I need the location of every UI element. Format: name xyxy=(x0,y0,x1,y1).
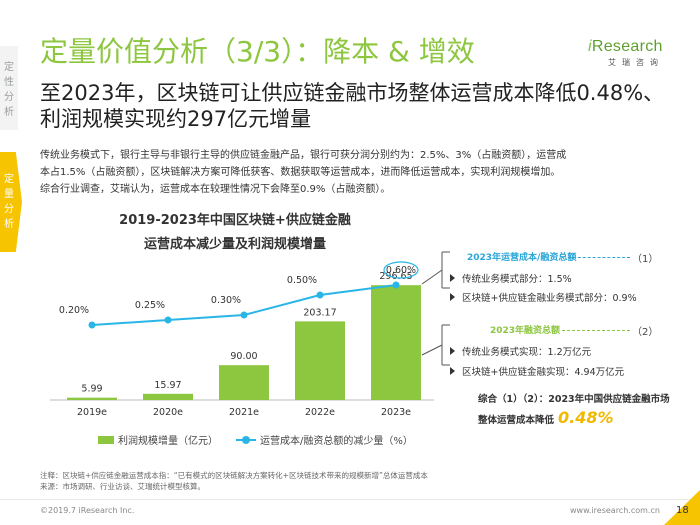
bar-label-2019e: 5.99 xyxy=(81,384,102,395)
line-label-2019e: 0.20% xyxy=(59,305,89,316)
arrow-icon xyxy=(450,367,455,375)
bar-label-2022e: 203.17 xyxy=(303,307,336,318)
line-label-2020e: 0.25% xyxy=(135,300,165,311)
legend-bar: 利润规模增量（亿元） xyxy=(98,432,218,447)
highlight-ring xyxy=(383,261,419,279)
section2-item-1: 传统业务模式实现：1.2万亿元 xyxy=(450,344,591,358)
bar-2023e xyxy=(371,285,421,400)
copyright: ©2019.7 iResearch Inc. xyxy=(40,506,135,515)
bar-2021e xyxy=(219,365,269,400)
arrow-icon xyxy=(450,347,455,355)
x-tick-2020e: 2020e xyxy=(153,407,183,418)
iresearch-logo: iResearch 艾瑞咨询 xyxy=(588,38,664,67)
x-tick-2022e: 2022e xyxy=(305,407,335,418)
arrow-icon xyxy=(450,293,455,301)
tab-quantitative-label: 定量分析 xyxy=(4,174,14,230)
bar-label-2023e: 296.65 xyxy=(379,271,412,282)
section2-divider xyxy=(562,330,630,331)
section2-item-2: 区块链+供应链金融实现：4.94万亿元 xyxy=(450,364,624,378)
legend-bar-label: 利润规模增量（亿元） xyxy=(118,436,218,447)
summary-conclusion: 综合（1）（2）：2023年中国供应链金融市场 整体运营成本降低 0.48% xyxy=(478,394,670,427)
line-point-2020e xyxy=(164,316,172,324)
legend-bar-swatch xyxy=(98,435,114,444)
line-label-2022e: 0.50% xyxy=(287,275,317,286)
bar-label-2020e: 15.97 xyxy=(154,380,181,391)
bar-2020e xyxy=(143,393,193,400)
chart-title: 2019-2023年中国区块链+供应链金融 运营成本减少量及利润规模增量 xyxy=(119,213,351,252)
summary-value: 0.48% xyxy=(558,408,614,427)
source-text: 来源：市场调研、行业访谈、艾瑞统计模型核算。 xyxy=(40,482,205,491)
section2-heading: 2023年融资总额 xyxy=(490,326,561,336)
section1-divider xyxy=(568,257,630,258)
legend-line: 运营成本/融资总额的减少量（%） xyxy=(236,432,413,447)
page-number: 18 xyxy=(676,505,689,516)
section1-number: （1） xyxy=(632,254,659,265)
line-point-2019e xyxy=(88,321,96,329)
page-title: 定量价值分析（3/3）：降本 & 增效 xyxy=(40,35,475,68)
section1-item-2: 区块链+供应链金融业务模式部分：0.9% xyxy=(450,290,637,304)
line-label-2023e: 0.60% xyxy=(386,265,416,276)
tab-qualitative-analysis[interactable]: 定性分析 xyxy=(0,46,18,130)
section1-item-1: 传统业务模式部分：1.5% xyxy=(450,271,572,285)
intro-paragraph: 传统业务模式下，银行主导与非银行主导的供应链金融产品，银行可获分润分别约为：2.… xyxy=(40,150,567,195)
line-point-2021e xyxy=(240,311,248,319)
tab-quantitative-analysis[interactable]: 定量分析 xyxy=(0,152,22,252)
connector-lines xyxy=(421,251,450,366)
section2-number: （2） xyxy=(632,327,659,338)
footer-divider xyxy=(0,499,700,500)
legend-line-swatch xyxy=(236,435,256,444)
x-tick-2021e: 2021e xyxy=(229,407,259,418)
headline: 至2023年，区块链可让供应链金融市场整体运营成本降低0.48%、利润规模实现约… xyxy=(40,81,665,131)
note-text: 注释：区块链+供应链金融运营成本指：“已有模式的区块链解决方案转化+区块链技术带… xyxy=(40,471,428,480)
tab-qualitative-label: 定性分析 xyxy=(4,62,14,118)
website-link[interactable]: www.iresearch.com.cn xyxy=(570,506,660,515)
x-tick-2023e: 2023e xyxy=(381,407,411,418)
line-point-2023e xyxy=(392,281,400,289)
line-label-2021e: 0.30% xyxy=(211,295,241,306)
section1-heading: 2023年运营成本/融资总额 xyxy=(467,253,577,263)
bar-label-2021e: 90.00 xyxy=(230,351,257,362)
legend-line-label: 运营成本/融资总额的减少量（%） xyxy=(260,436,413,447)
chart-plot: 5.99 2019e 15.97 2020e 90.00 2021e 203.17 2022e… xyxy=(50,261,434,418)
footnotes: 注释：区块链+供应链金融运营成本指：“已有模式的区块链解决方案转化+区块链技术带… xyxy=(40,470,428,492)
bar-2022e xyxy=(295,321,345,400)
line-point-2022e xyxy=(316,291,324,299)
x-tick-2019e: 2019e xyxy=(77,407,107,418)
arrow-icon xyxy=(450,274,455,282)
bar-2019e xyxy=(67,397,117,400)
